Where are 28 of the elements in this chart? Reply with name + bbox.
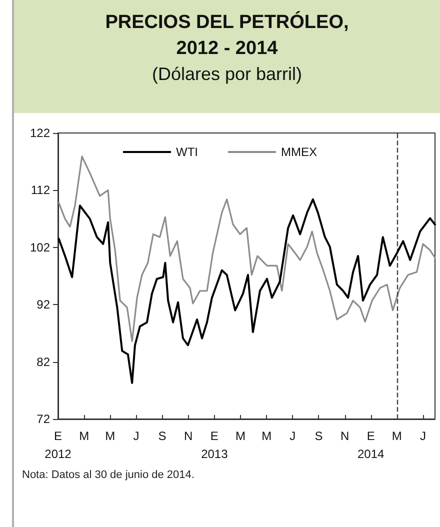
- y-tick-label: 72: [36, 412, 50, 426]
- y-tick-label: 82: [36, 354, 50, 369]
- line-series: [58, 156, 436, 342]
- x-tick-label: J: [133, 429, 140, 443]
- x-tick-label: N: [184, 429, 193, 443]
- x-tick-label: M: [105, 429, 116, 443]
- text: Nota: Datos al 30 de junio de 2014.: [22, 468, 194, 483]
- x-tick-label: E 2013: [201, 429, 228, 461]
- x-tick-label: M: [392, 429, 402, 443]
- x-tick-label: M: [262, 429, 272, 443]
- line-series: [58, 198, 436, 384]
- chart-subtitle: (Dólares por barril): [150, 64, 304, 85]
- x-tick-label: M: [79, 429, 90, 443]
- y-tick-label: 122: [30, 126, 50, 140]
- y-tick-label: 92: [36, 298, 50, 312]
- x-tick-label: J: [290, 429, 296, 443]
- x-tick-label: E 2014: [358, 429, 385, 461]
- x-tick-label: M: [236, 429, 246, 443]
- chart-title: PRECIOS DEL PETRÓLEO, 2012 - 2014: [104, 10, 350, 61]
- x-tick-label: S: [314, 429, 323, 443]
- x-tick-label: S: [158, 429, 166, 443]
- legend-label: WTI: [176, 145, 198, 159]
- y-tick-label: 102: [30, 240, 50, 254]
- x-tick-label: N: [340, 429, 350, 443]
- y-tick-label: 112: [30, 183, 50, 198]
- x-tick-label: E 2012: [44, 429, 72, 461]
- legend-label: MMEX: [280, 145, 317, 159]
- x-tick-label: J: [420, 429, 426, 443]
